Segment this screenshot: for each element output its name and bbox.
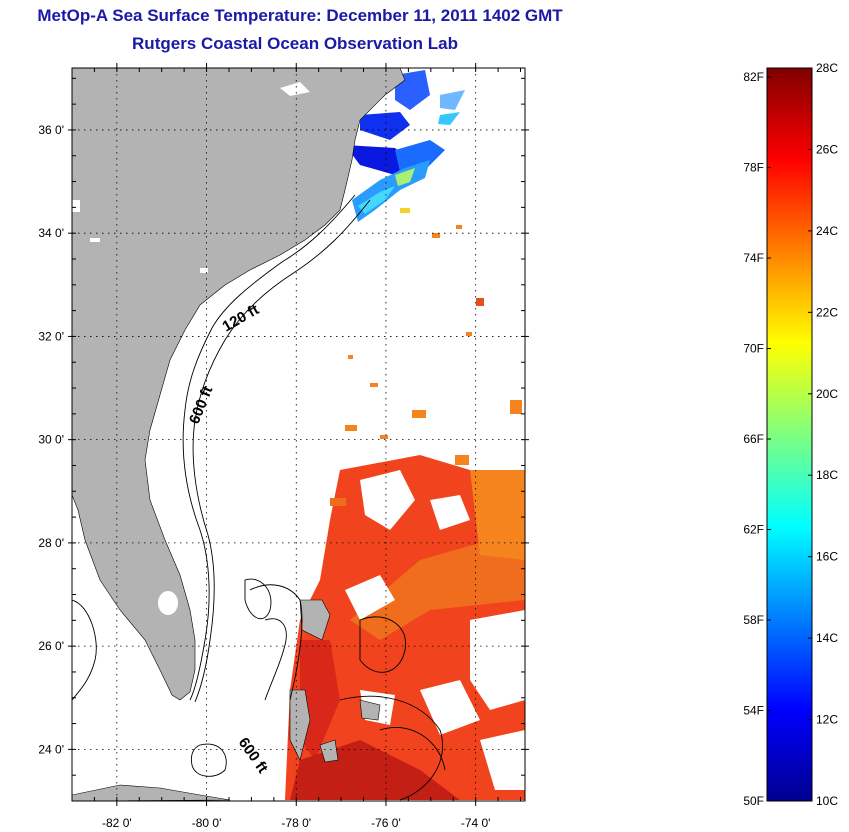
fahrenheit-label: 58F	[743, 613, 764, 627]
celsius-label: 18C	[816, 468, 838, 482]
fahrenheit-label: 78F	[743, 161, 764, 175]
fahrenheit-label: 54F	[743, 704, 764, 718]
colorbar-celsius-labels: 28C 26C 24C 22C 20C 18C 16C 14C 12C 10C	[816, 61, 838, 808]
fahrenheit-label: 70F	[743, 342, 764, 356]
longitude-label: -76 0'	[371, 816, 401, 830]
celsius-label: 10C	[816, 794, 838, 808]
latitude-label: 32 0'	[38, 329, 64, 343]
axis-ticks	[68, 63, 529, 806]
longitude-labels: -82 0' -80 0' -78 0' -76 0' -74 0'	[102, 816, 490, 830]
celsius-label: 20C	[816, 387, 838, 401]
lakes	[72, 82, 310, 615]
map-title: MetOp-A Sea Surface Temperature: Decembe…	[37, 6, 563, 25]
colorbar-fahrenheit-labels: 82F 78F 74F 70F 66F 62F 58F 54F 50F	[743, 70, 764, 808]
latitude-label: 26 0'	[38, 639, 64, 653]
celsius-label: 22C	[816, 305, 838, 319]
colorbar-ticks	[767, 67, 812, 802]
bathymetry-contours	[72, 194, 446, 801]
latitude-labels: 36 0' 34 0' 32 0' 30 0' 28 0' 26 0' 24 0'	[38, 123, 64, 756]
fahrenheit-label: 74F	[743, 251, 764, 265]
celsius-label: 26C	[816, 142, 838, 156]
fahrenheit-label: 82F	[743, 70, 764, 84]
land	[72, 68, 406, 801]
fahrenheit-label: 50F	[743, 794, 764, 808]
map-frame	[71, 67, 526, 802]
fahrenheit-label: 62F	[743, 523, 764, 537]
longitude-label: -78 0'	[281, 816, 311, 830]
latitude-label: 30 0'	[38, 433, 64, 447]
celsius-label: 28C	[816, 61, 838, 75]
fahrenheit-label: 66F	[743, 432, 764, 446]
grid-lines	[72, 68, 525, 801]
celsius-label: 16C	[816, 550, 838, 564]
celsius-label: 12C	[816, 713, 838, 727]
latitude-label: 28 0'	[38, 536, 64, 550]
longitude-label: -82 0'	[102, 816, 132, 830]
latitude-label: 34 0'	[38, 226, 64, 240]
latitude-label: 24 0'	[38, 742, 64, 756]
latitude-label: 36 0'	[38, 123, 64, 137]
colorbar-gradient	[767, 68, 812, 801]
longitude-label: -80 0'	[192, 816, 222, 830]
celsius-label: 14C	[816, 631, 838, 645]
celsius-label: 24C	[816, 224, 838, 238]
map-subtitle: Rutgers Coastal Ocean Observation Lab	[132, 34, 458, 53]
longitude-label: -74 0'	[461, 816, 491, 830]
sst-data-scattered	[330, 225, 522, 506]
colorbar: 82F 78F 74F 70F 66F 62F 58F 54F 50F 28C 26C 24C 22C…	[743, 61, 838, 808]
